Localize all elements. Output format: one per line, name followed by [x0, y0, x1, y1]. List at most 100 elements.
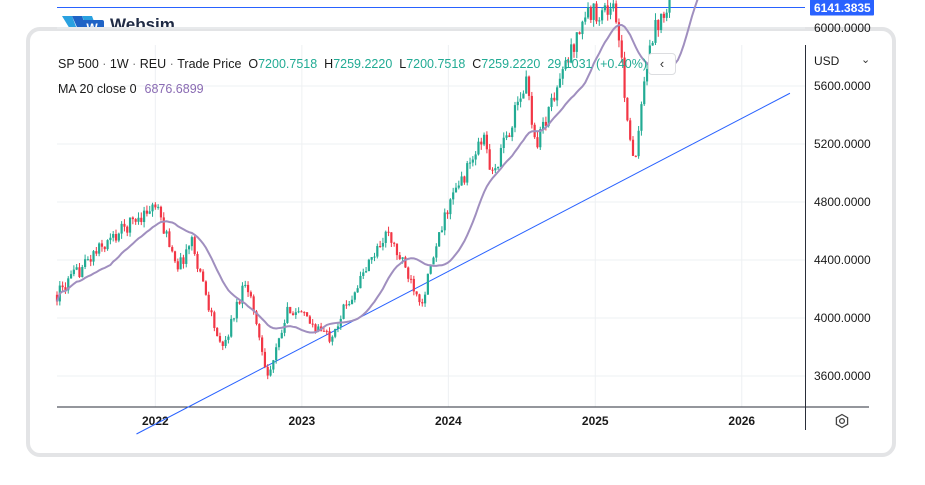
candle-body	[249, 292, 252, 297]
candle-body	[480, 141, 483, 145]
candle-body	[502, 137, 505, 149]
candle-body	[623, 57, 626, 98]
candle-body	[168, 231, 171, 248]
open-label: O	[248, 57, 259, 71]
candle-body	[227, 336, 230, 340]
candle-body	[145, 210, 149, 214]
candle-body	[165, 231, 168, 234]
open-value: 7200.7518	[258, 57, 318, 71]
y-tick-label: 4400.0000	[814, 253, 871, 267]
candle-body	[384, 231, 387, 243]
candle-body	[261, 337, 264, 352]
candle-body	[654, 20, 657, 43]
candle-body	[525, 76, 528, 94]
candle-body	[350, 299, 354, 305]
candle-body	[600, 10, 604, 21]
candle-body	[328, 331, 331, 342]
candle-body	[69, 274, 73, 279]
candle-body	[446, 212, 449, 215]
candle-body	[72, 269, 75, 275]
candle-body	[126, 226, 129, 233]
candle-body	[513, 105, 517, 128]
candle-body	[578, 32, 581, 35]
candle-body	[379, 246, 382, 248]
candle-body	[612, 3, 615, 9]
candle-body	[128, 217, 132, 233]
candle-body	[252, 296, 255, 312]
candle-body	[199, 268, 202, 272]
candle-body	[255, 311, 258, 325]
candle-body	[592, 3, 595, 20]
candle-body	[359, 275, 362, 289]
candle-body	[370, 257, 373, 260]
candle-body	[409, 278, 413, 280]
candle-body	[395, 243, 399, 256]
candle-body	[564, 60, 567, 70]
candle-body	[137, 217, 140, 222]
candle-body	[482, 134, 486, 145]
candle-body	[561, 69, 564, 79]
candle-body	[449, 199, 452, 215]
candle-body	[303, 312, 306, 314]
candle-body	[207, 294, 210, 311]
candle-body	[390, 232, 393, 243]
high-label: H	[324, 57, 334, 71]
candle-body	[415, 291, 418, 295]
candle-body	[61, 285, 64, 288]
candle-body	[331, 336, 334, 342]
y-tick-label: 3600.0000	[814, 369, 871, 383]
candle-body	[412, 278, 415, 292]
candle-body	[238, 301, 241, 304]
candle-body	[452, 192, 455, 200]
collapse-legend-button[interactable]: ‹	[648, 53, 676, 75]
candle-body	[235, 301, 238, 319]
candle-body	[558, 78, 562, 88]
candle-body	[95, 251, 98, 254]
candle-body	[272, 360, 275, 370]
candle-body	[589, 7, 592, 20]
candle-body	[373, 256, 376, 258]
chevron-down-icon[interactable]: ⌄	[861, 54, 871, 66]
currency-selector[interactable]: USD	[814, 54, 840, 68]
ma-label: MA 20 close 0	[58, 82, 137, 96]
candle-body	[454, 187, 458, 193]
candle-body	[109, 237, 112, 241]
candle-body	[140, 217, 143, 223]
candle-body	[362, 272, 365, 276]
symbol-name[interactable]: SP 500	[58, 57, 99, 71]
candle-body	[353, 292, 356, 300]
candle-body	[98, 243, 101, 254]
candle-body	[499, 148, 503, 167]
candle-body	[418, 294, 421, 303]
candle-body	[345, 304, 348, 306]
candle-body	[474, 154, 477, 160]
candle-body	[657, 20, 660, 30]
candle-body	[83, 259, 87, 267]
y-tick-label: 6000.0000	[814, 21, 871, 35]
candle-body	[64, 287, 67, 291]
candle-body	[364, 271, 368, 273]
ma-value: 6876.6899	[144, 82, 204, 96]
candle-body	[230, 318, 233, 337]
candle-body	[432, 257, 435, 265]
hline-badge-lower-bg	[810, 0, 874, 16]
candle-body	[334, 328, 337, 337]
candle-body	[662, 13, 666, 18]
gear-icon[interactable]	[834, 413, 850, 429]
candle-body	[466, 163, 469, 183]
candle-body	[269, 369, 272, 376]
ma-legend[interactable]: MA 20 close 0 6876.6899	[58, 82, 204, 96]
candle-body	[471, 159, 474, 163]
x-tick-label: 2025	[582, 414, 609, 428]
candle-body	[246, 284, 250, 293]
candle-body	[567, 60, 570, 63]
ma-line	[56, 0, 699, 334]
candle-body	[78, 267, 81, 277]
candle-body	[629, 120, 632, 140]
candle-body	[536, 137, 539, 148]
candle-body	[488, 149, 491, 170]
candle-body	[643, 81, 646, 105]
candle-body	[530, 95, 533, 125]
interval[interactable]: 1W	[109, 57, 129, 71]
